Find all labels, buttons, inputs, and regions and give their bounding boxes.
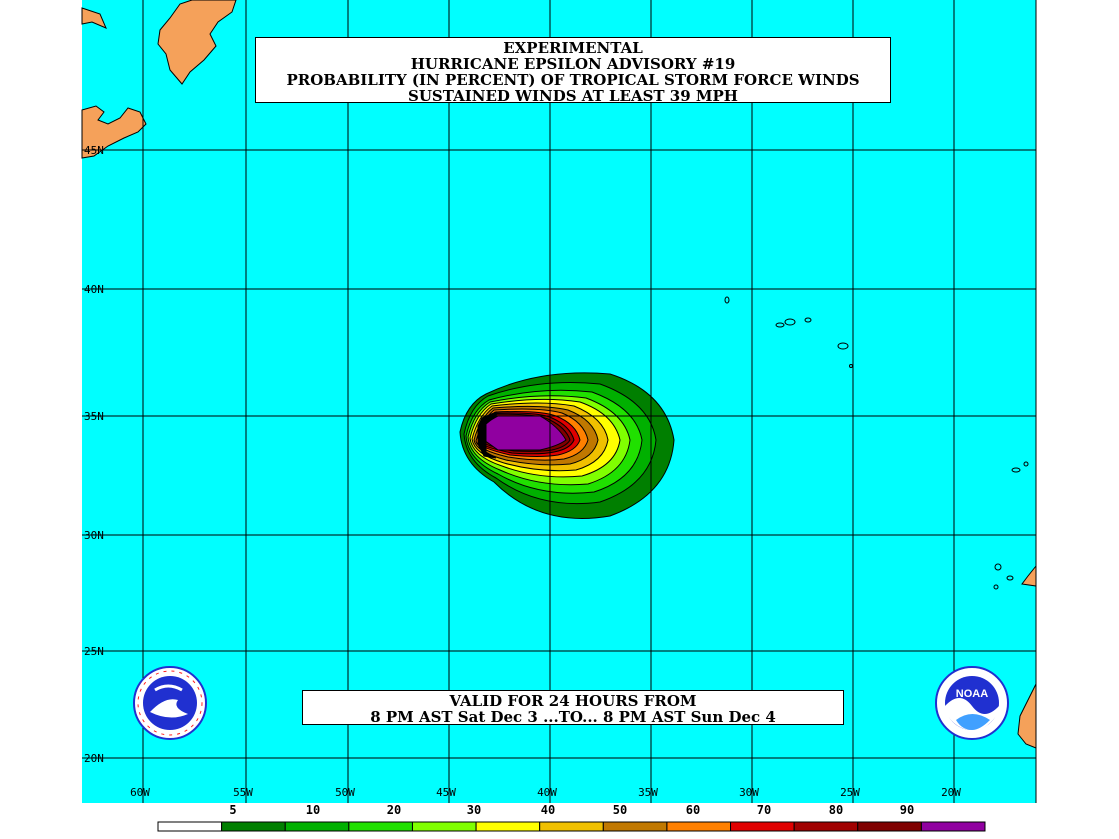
contour-edge — [477, 411, 497, 459]
lon-label: 60W — [130, 786, 150, 799]
nws-logo — [133, 666, 207, 740]
colorbar-label: 30 — [467, 803, 481, 817]
land-north-america — [81, 0, 237, 159]
lat-label: 40N — [84, 283, 104, 296]
lat-label: 30N — [84, 529, 104, 542]
lat-label: 25N — [84, 645, 104, 658]
colorbar-label: 40 — [541, 803, 555, 817]
lon-label: 45W — [436, 786, 456, 799]
lat-label: 20N — [84, 752, 104, 765]
land-azores — [724, 296, 853, 368]
noaa-logo-text: NOAA — [956, 688, 988, 700]
lat-label: 35N — [84, 410, 104, 423]
colorbar-segment — [475, 821, 541, 832]
lon-label: 55W — [233, 786, 253, 799]
colorbar-label: 5 — [229, 803, 236, 817]
colorbar-segment — [730, 821, 795, 832]
colorbar-label: 60 — [686, 803, 700, 817]
valid-line-2: 8 PM AST Sat Dec 3 ...TO... 8 PM AST Sun… — [370, 708, 776, 726]
lat-lon-grid — [82, 0, 1037, 803]
colorbar: 5 10 20 30 40 50 60 70 80 90 — [157, 803, 986, 832]
colorbar-segment — [602, 821, 668, 832]
title-line-3: PROBABILITY (IN PERCENT) OF TROPICAL STO… — [286, 71, 860, 89]
longitude-labels: 60W 55W 50W 45W 40W 35W 30W 25W 20W — [130, 786, 961, 799]
land-east-atlantic — [993, 461, 1029, 590]
lon-label: 20W — [941, 786, 961, 799]
title-line-2: HURRICANE EPSILON ADVISORY #19 — [410, 55, 736, 73]
colorbar-segment — [157, 821, 223, 832]
lat-label: 45N — [84, 144, 104, 157]
title-box: EXPERIMENTAL HURRICANE EPSILON ADVISORY … — [255, 37, 891, 105]
lon-label: 30W — [739, 786, 759, 799]
colorbar-label: 70 — [757, 803, 771, 817]
colorbar-label: 10 — [306, 803, 320, 817]
lon-label: 35W — [638, 786, 658, 799]
colorbar-segment — [793, 821, 859, 832]
contour-band — [483, 415, 567, 451]
valid-period-box: VALID FOR 24 HOURS FROM 8 PM AST Sat Dec… — [302, 690, 844, 725]
lon-label: 50W — [335, 786, 355, 799]
colorbar-segment — [666, 821, 732, 832]
colorbar-label: 80 — [829, 803, 843, 817]
colorbar-segment — [221, 821, 286, 832]
colorbar-segment — [920, 821, 986, 832]
title-line-4: SUSTAINED WINDS AT LEAST 39 MPH — [408, 87, 738, 105]
colorbar-segment — [411, 821, 477, 832]
probability-contours — [459, 372, 675, 519]
title-line-1: EXPERIMENTAL — [503, 39, 643, 57]
colorbar-label: 50 — [613, 803, 627, 817]
colorbar-segment — [539, 821, 604, 832]
valid-line-1: VALID FOR 24 HOURS FROM — [449, 692, 697, 710]
colorbar-segment — [348, 821, 413, 832]
colorbar-label: 20 — [387, 803, 401, 817]
colorbar-segment — [857, 821, 922, 832]
lon-label: 25W — [840, 786, 860, 799]
lon-label: 40W — [537, 786, 557, 799]
colorbar-label: 90 — [900, 803, 914, 817]
latitude-labels: 45N 40N 35N 30N 25N 20N — [84, 144, 104, 765]
noaa-logo: NOAA — [935, 666, 1009, 740]
colorbar-segment — [284, 821, 350, 832]
